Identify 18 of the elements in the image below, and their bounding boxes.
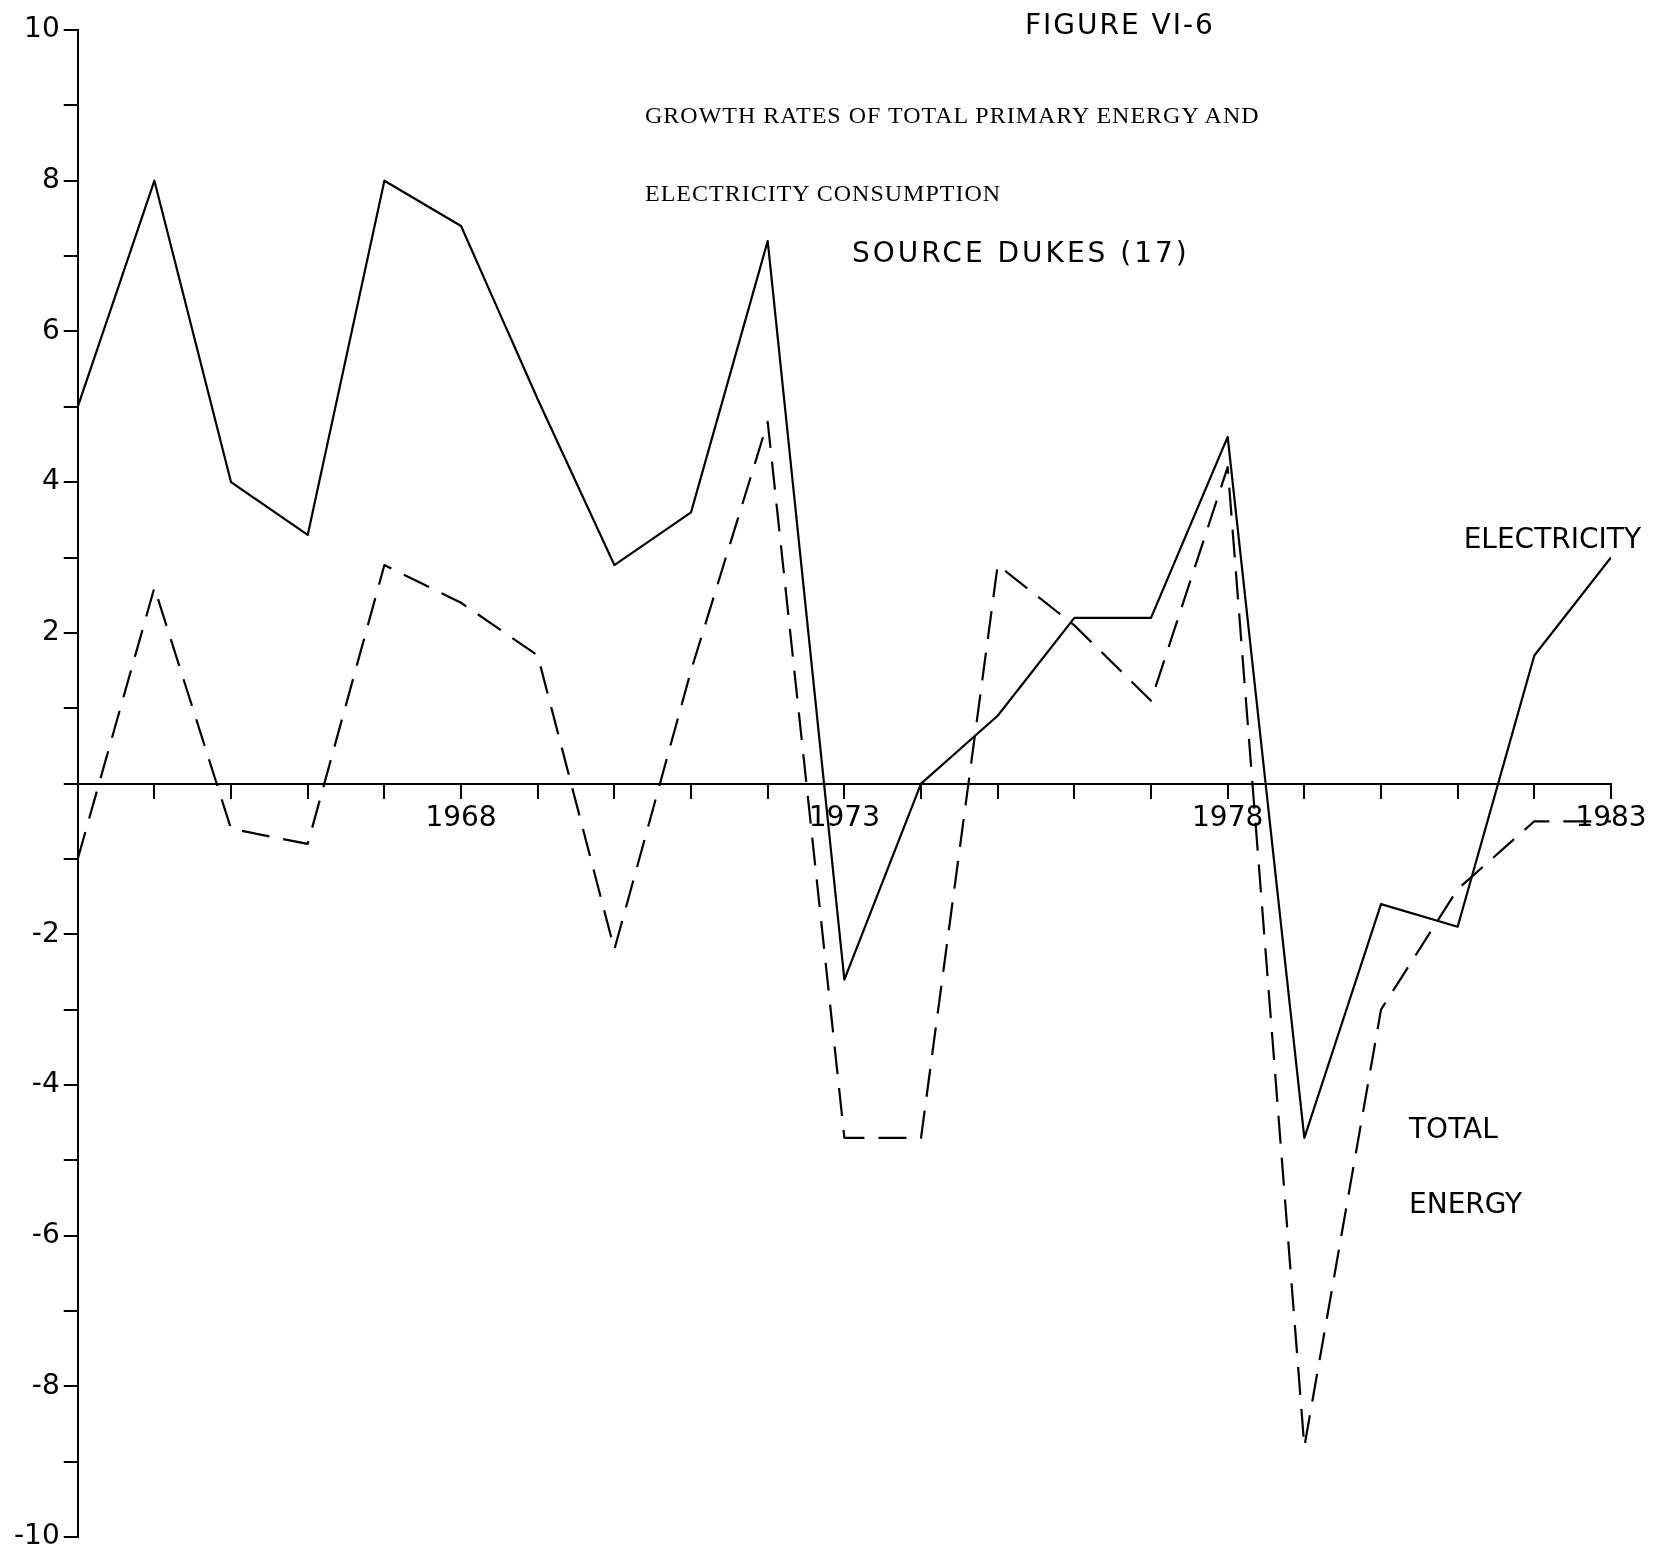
x-tick-label: 1983: [1575, 799, 1647, 833]
y-tick-label: -10: [14, 1518, 60, 1552]
chart-title: FIGURE VI-6: [1025, 8, 1215, 41]
x-tick-label: 1978: [1192, 799, 1264, 833]
y-tick-label: 8: [41, 162, 60, 195]
y-tick-label: 10: [24, 11, 60, 45]
text: TOTAL ENERGY: [1409, 1111, 1523, 1220]
annotation: SOURCE DUKES (17): [852, 236, 1190, 269]
y-tick-label: 4: [41, 463, 60, 497]
y-tick-label: 6: [41, 312, 60, 346]
text: GROWTH RATES OF TOTAL PRIMARY ENERGY AND ELECTRICITY CONSUMPTION: [645, 102, 1260, 206]
y-tick-label: -4: [31, 1066, 60, 1100]
y-tick-label: 2: [41, 614, 60, 648]
x-tick-label: 1968: [425, 799, 497, 833]
y-tick-label: -6: [31, 1217, 60, 1251]
y-tick-label: -2: [31, 915, 60, 949]
series-label: ELECTRICITY: [1463, 521, 1642, 555]
y-tick-label: -8: [31, 1367, 60, 1401]
